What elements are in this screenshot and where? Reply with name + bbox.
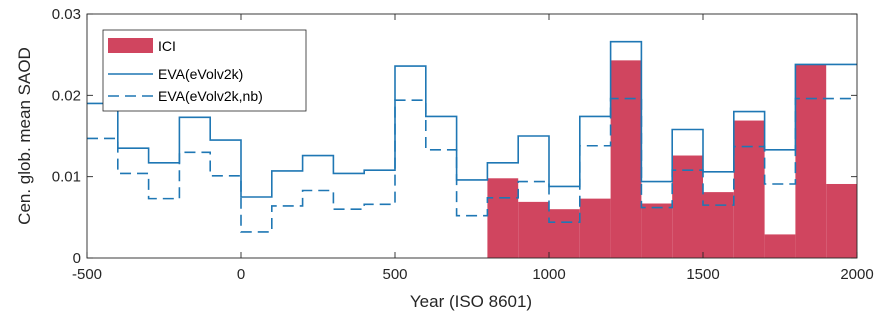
ici-bar bbox=[764, 234, 796, 258]
y-tick-label: 0.01 bbox=[52, 169, 81, 186]
y-tick-label: 0 bbox=[73, 250, 81, 267]
x-tick-label: 1000 bbox=[532, 266, 565, 283]
ici-bar bbox=[579, 198, 611, 258]
x-tick-label: 2000 bbox=[840, 266, 873, 283]
ici-bar bbox=[610, 60, 642, 258]
legend-eva-nb-label: EVA(eVolv2k,nb) bbox=[158, 88, 263, 104]
ici-bar bbox=[826, 183, 857, 258]
y-axis-title: Cen. glob. mean SAOD bbox=[15, 47, 34, 225]
ici-bar bbox=[641, 203, 673, 258]
eva-lines bbox=[87, 40, 857, 233]
ici-bar bbox=[518, 201, 549, 258]
x-tick-label: 0 bbox=[237, 266, 245, 283]
ici-bar bbox=[549, 209, 580, 258]
x-tick-label: -500 bbox=[72, 266, 102, 283]
ici-bar bbox=[733, 120, 765, 259]
ici-bar bbox=[487, 178, 519, 258]
plot-frame bbox=[86, 13, 858, 259]
axes bbox=[86, 13, 858, 259]
ici-bars bbox=[487, 60, 857, 259]
y-tick-label: 0.02 bbox=[52, 87, 81, 104]
ici-bar bbox=[795, 64, 827, 258]
legend-eva-label: EVA(eVolv2k) bbox=[158, 66, 243, 82]
eva-nb-step-line bbox=[87, 97, 857, 233]
legend: ICI EVA(eVolv2k) EVA(eVolv2k,nb) bbox=[102, 29, 307, 112]
ici-bar bbox=[672, 155, 703, 258]
y-tick-label: 0.03 bbox=[52, 6, 81, 23]
legend-ici-label: ICI bbox=[158, 38, 176, 54]
legend-ici-swatch bbox=[108, 38, 153, 53]
ici-bar bbox=[703, 192, 734, 258]
x-tick-label: 1500 bbox=[686, 266, 719, 283]
x-tick-label: 500 bbox=[382, 266, 407, 283]
x-axis-title: Year (ISO 8601) bbox=[410, 292, 532, 311]
